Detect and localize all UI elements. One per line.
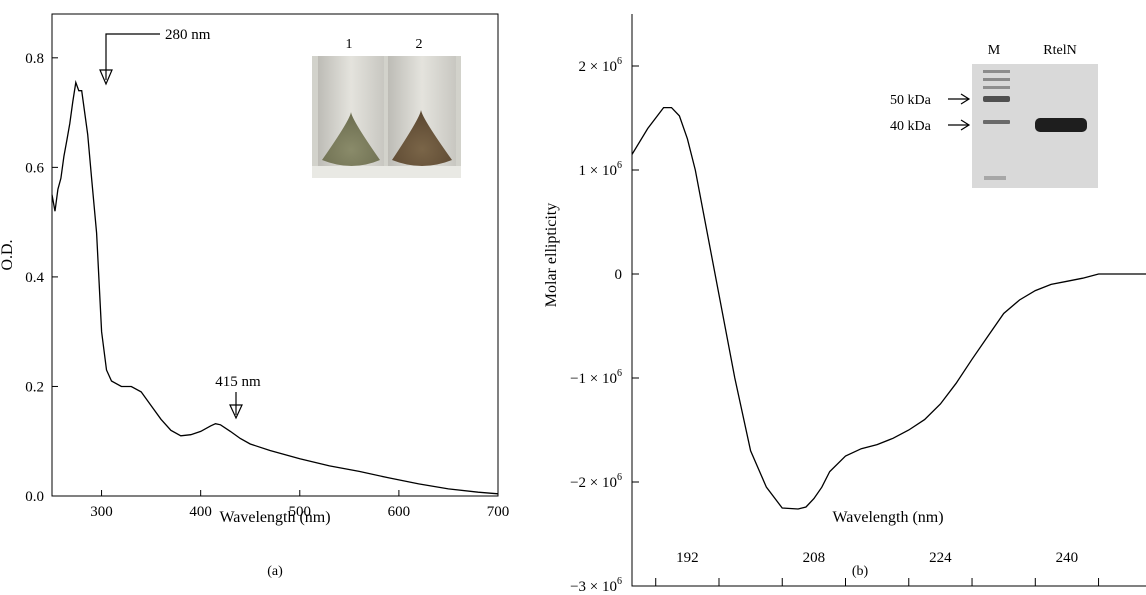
panel-b-y-axis-label: Molar ellipticity bbox=[543, 203, 560, 307]
panel-a-x-tick-label-500: 500 bbox=[289, 504, 312, 520]
annotation-280nm-leader bbox=[105, 33, 160, 80]
gel-marker-band-40kda bbox=[983, 120, 1010, 124]
panel-b-y-tick-label-5: 2 × 106 bbox=[579, 56, 622, 75]
gel-marker-band-5 bbox=[984, 176, 1006, 180]
panel-a-x-tick-label-600: 600 bbox=[388, 504, 411, 520]
panel-a: 300 400 500 600 700 0.0 0.2 0.4 0.6 0.8 1 2 280 … bbox=[0, 13, 509, 579]
tube-label-2: 2 bbox=[416, 37, 423, 52]
tube-1-pellet bbox=[322, 112, 380, 166]
panel-a-x-tick-label-400: 400 bbox=[189, 504, 212, 520]
panel-a-x-tick-label-700: 700 bbox=[487, 504, 510, 520]
annotation-280nm-arrowhead bbox=[99, 69, 113, 86]
panel-b-x-axis-label: Wavelength (nm) bbox=[832, 509, 943, 526]
annotation-280nm: 280 nm bbox=[99, 27, 211, 86]
gel-marker-band-1 bbox=[983, 70, 1010, 73]
gel-arrow-50kda-head bbox=[960, 93, 971, 105]
panel-a-x-tick-label-300: 300 bbox=[90, 504, 113, 520]
panel-a-y-tick-label-1: 0.2 bbox=[25, 379, 44, 395]
panel-b-x-tick-labels: 192 208 224 240 bbox=[676, 550, 1078, 566]
gel-marker-band-50kda bbox=[983, 96, 1010, 102]
panel-a-y-tick-label-4: 0.8 bbox=[25, 51, 44, 67]
tube-2-pellet bbox=[392, 110, 452, 166]
panel-a-y-tick-labels: 0.0 0.2 0.4 0.6 0.8 bbox=[25, 51, 44, 505]
panel-b-y-tick-exponent-0: 6 bbox=[617, 576, 622, 587]
panel-b-y-tick-label-4: 1 × 106 bbox=[579, 160, 622, 179]
panel-a-y-tick-label-3: 0.6 bbox=[25, 160, 44, 176]
gel-arrow-40kda-head bbox=[960, 119, 971, 131]
panel-b-label: (b) bbox=[852, 564, 869, 579]
panel-b-y-tick-label-1: −2 × 106 bbox=[570, 472, 622, 491]
panel-b-inset-gel: M RtelN 50 kDa 40 kDa bbox=[890, 43, 1098, 188]
gel-lane-label-m: M bbox=[988, 43, 1001, 58]
panel-b-x-tick-label-224: 224 bbox=[929, 550, 952, 566]
panel-b-y-tick-labels: −3 × 106 −2 × 106 −1 × 106 0 1 × 106 2 × 106 bbox=[570, 56, 622, 595]
annotation-415nm-label: 415 nm bbox=[215, 374, 261, 390]
panel-b-y-tick-label-2: −1 × 106 bbox=[570, 368, 622, 387]
tube-label-1: 1 bbox=[346, 37, 353, 52]
gel-lane-label-rteln: RtelN bbox=[1043, 43, 1076, 58]
panel-a-series-line bbox=[51, 79, 499, 495]
panel-a-y-axis-label: O.D. bbox=[0, 239, 16, 270]
panel-a-label: (a) bbox=[267, 564, 283, 579]
panel-a-plot-frame bbox=[51, 13, 499, 497]
annotation-280nm-label: 280 nm bbox=[165, 27, 211, 43]
panel-a-y-tick-label-2: 0.4 bbox=[25, 270, 44, 286]
panel-b-y-tick-exponent-1: 6 bbox=[617, 472, 622, 483]
annotation-415nm: 415 nm bbox=[215, 374, 261, 420]
panel-b-x-tick-label-192: 192 bbox=[676, 550, 699, 566]
panel-b-y-tick-exponent-5: 6 bbox=[617, 56, 622, 67]
gel-sample-band-rteln bbox=[1035, 118, 1087, 132]
gel-marker-label-40kda: 40 kDa bbox=[890, 119, 932, 134]
panel-b-x-tick-label-208: 208 bbox=[803, 550, 826, 566]
panel-a-ticks bbox=[52, 57, 499, 497]
panel-b: 192 208 224 240 −3 × 106 −2 × 106 −1 × 106 0 1 … bbox=[543, 14, 1146, 595]
panel-b-series-line bbox=[631, 106, 1146, 510]
inset-photo-bottom bbox=[312, 166, 461, 178]
panel-b-y-tick-label-0: −3 × 106 bbox=[570, 576, 622, 595]
panel-b-y-tick-label-3: 0 bbox=[615, 267, 623, 283]
panel-a-y-tick-label-0: 0.0 bbox=[25, 489, 44, 505]
panel-a-x-tick-labels: 300 400 500 600 700 bbox=[90, 504, 509, 520]
gel-marker-band-2 bbox=[983, 78, 1010, 81]
gel-marker-label-50kda: 50 kDa bbox=[890, 93, 932, 108]
panel-b-x-tick-label-240: 240 bbox=[1056, 550, 1079, 566]
panel-b-ticks bbox=[632, 65, 1100, 587]
annotation-415nm-arrowhead bbox=[229, 404, 243, 420]
panel-a-x-axis-label: Wavelength (nm) bbox=[219, 509, 330, 526]
panel-b-y-tick-exponent-2: 6 bbox=[617, 368, 622, 379]
panel-a-inset-photo: 1 2 bbox=[312, 37, 461, 178]
gel-marker-band-3 bbox=[983, 86, 1010, 89]
panel-b-y-tick-exponent-4: 6 bbox=[617, 160, 622, 171]
